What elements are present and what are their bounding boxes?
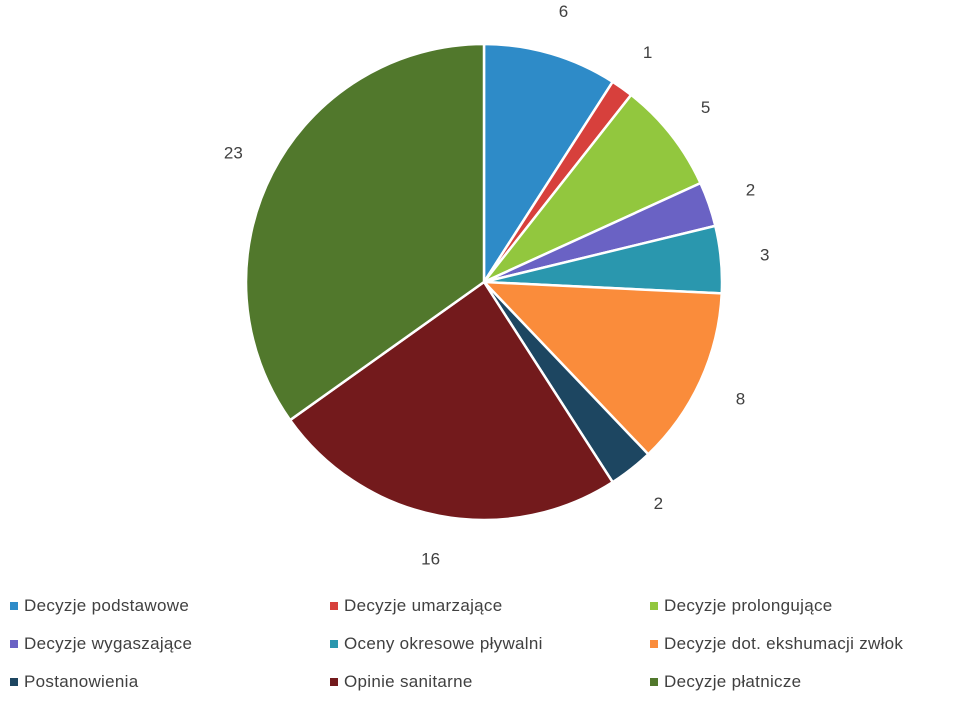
legend-label: Decyzje dot. ekshumacji zwłok bbox=[664, 634, 904, 653]
data-label-0: 6 bbox=[559, 2, 568, 21]
legend-item: Decyzje podstawowe bbox=[10, 596, 189, 616]
legend-label: Oceny okresowe pływalni bbox=[344, 634, 543, 653]
legend-label: Postanowienia bbox=[24, 672, 139, 691]
data-label-1: 1 bbox=[643, 43, 652, 62]
legend-item: Decyzje prolongujące bbox=[650, 596, 833, 616]
legend-swatch-icon bbox=[330, 678, 338, 686]
pie-slice-2 bbox=[482, 93, 702, 284]
legend-swatch-icon bbox=[650, 602, 658, 610]
legend-item: Decyzje umarzające bbox=[330, 596, 502, 616]
pie-slices bbox=[244, 42, 724, 522]
legend-swatch-icon bbox=[330, 640, 338, 648]
legend-item: Decyzje dot. ekshumacji zwłok bbox=[650, 634, 903, 654]
data-label-8: 23 bbox=[224, 143, 243, 162]
data-label-7: 16 bbox=[421, 549, 440, 568]
legend-swatch-icon bbox=[10, 640, 18, 648]
legend-label: Decyzje płatnicze bbox=[664, 672, 802, 691]
data-label-2: 5 bbox=[701, 98, 710, 117]
pie-slice-8 bbox=[244, 42, 486, 422]
legend-label: Decyzje wygaszające bbox=[24, 634, 193, 653]
legend-label: Opinie sanitarne bbox=[344, 672, 473, 691]
legend-item: Opinie sanitarne bbox=[330, 672, 473, 692]
legend-item: Decyzje wygaszające bbox=[10, 634, 192, 654]
legend-label: Decyzje podstawowe bbox=[24, 596, 190, 615]
legend-item: Postanowienia bbox=[10, 672, 138, 692]
pie-slice-0 bbox=[482, 42, 614, 284]
legend-swatch-icon bbox=[650, 678, 658, 686]
legend-swatch-icon bbox=[330, 602, 338, 610]
legend-swatch-icon bbox=[10, 602, 18, 610]
legend-label: Decyzje prolongujące bbox=[664, 596, 833, 615]
data-label-4: 3 bbox=[760, 246, 769, 265]
data-label-6: 2 bbox=[654, 494, 663, 513]
pie-slice-7 bbox=[288, 280, 614, 522]
chart-legend: Decyzje podstawowe Decyzje umarzające Decy… bbox=[0, 596, 966, 714]
data-label-5: 8 bbox=[736, 390, 745, 409]
data-label-3: 2 bbox=[746, 180, 755, 199]
legend-swatch-icon bbox=[650, 640, 658, 648]
legend-swatch-icon bbox=[10, 678, 18, 686]
legend-item: Decyzje płatnicze bbox=[650, 672, 801, 692]
legend-label: Decyzje umarzające bbox=[344, 596, 503, 615]
legend-item: Oceny okresowe pływalni bbox=[330, 634, 543, 654]
pie-slice-5 bbox=[482, 280, 723, 456]
